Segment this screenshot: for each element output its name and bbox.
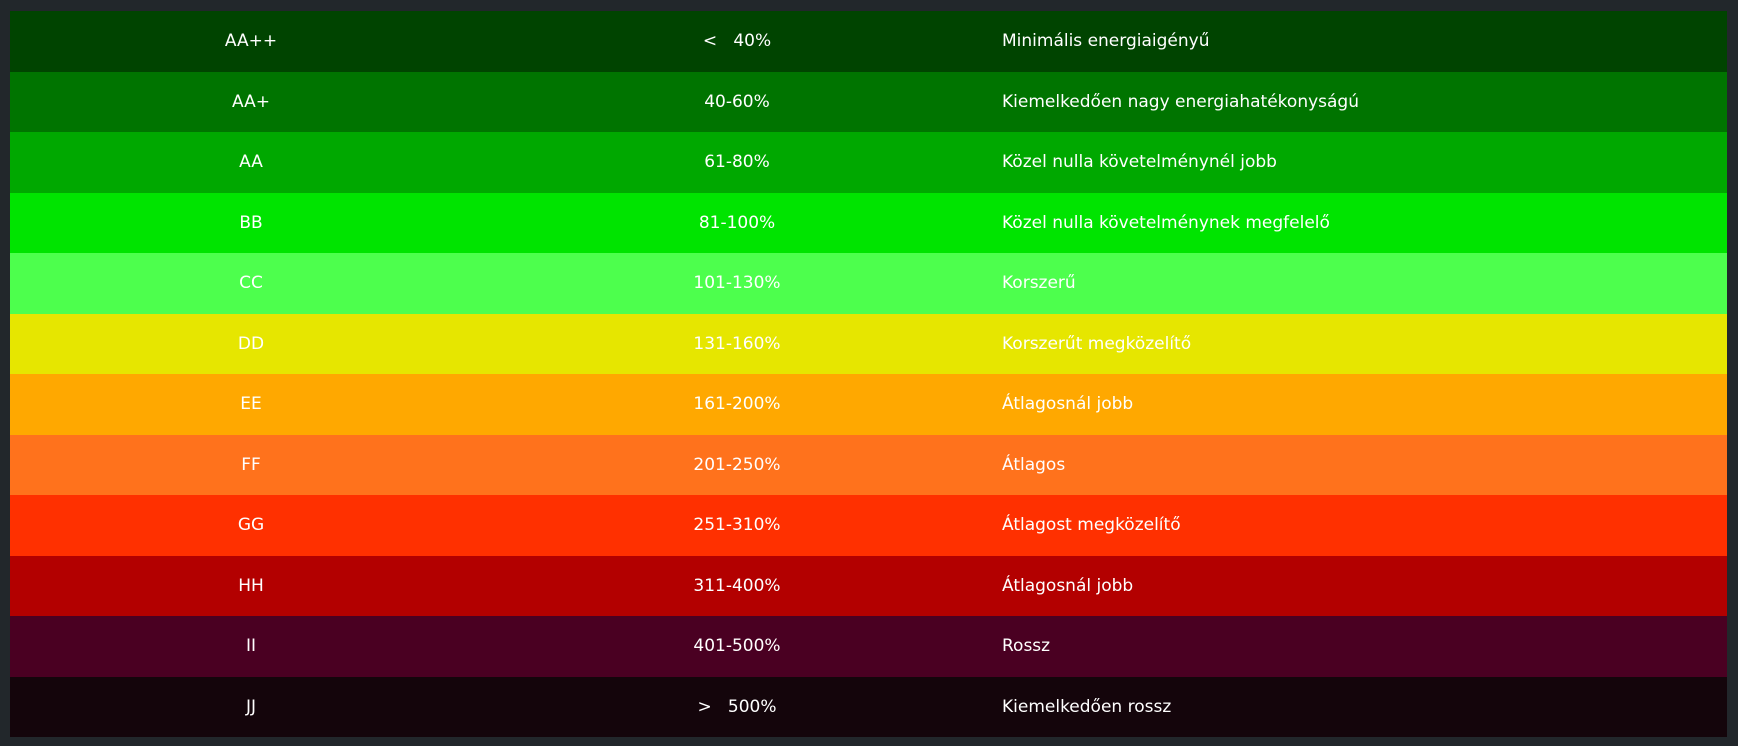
rating-row: DD 131-160% Korszerűt megközelítő [10,313,1727,374]
rating-description: Kiemelkedően rossz [1002,696,1172,717]
rating-description: Rossz [1002,636,1051,657]
rating-description: Minimális energiaigényű [1002,31,1210,52]
rating-description: Átlagost megközelítő [1002,515,1181,536]
rating-range: 40-60% [704,91,770,112]
rating-description: Átlagosnál jobb [1002,394,1134,415]
rating-row: BB 81-100% Közel nulla követelménynek megf… [10,192,1727,253]
rating-description: Kiemelkedően nagy energiahatékonyságú [1002,91,1359,112]
rating-class: HH [238,575,264,596]
rating-table: AA++ < 40% Minimális energiaigényű AA+ 40-60… [10,11,1727,737]
rating-row: CC 101-130% Korszerű [10,253,1727,314]
rating-class: GG [237,515,265,536]
rating-range: 251-310% [693,515,781,536]
rating-class: DD [237,333,265,354]
rating-range: 311-400% [693,575,781,596]
rating-description: Közel nulla követelménynek megfelelő [1002,212,1330,233]
rating-row: GG 251-310% Átlagost megközelítő [10,495,1727,556]
rating-description: Átlagosnál jobb [1002,575,1134,596]
rating-range: < 40% [702,31,772,52]
rating-class: AA [239,152,263,173]
rating-class: JJ [245,696,257,717]
rating-description: Korszerű [1002,273,1076,294]
rating-range: 81-100% [698,212,776,233]
rating-row: AA+ 40-60% Kiemelkedően nagy energiahatéko… [10,71,1727,132]
rating-range: 101-130% [693,273,781,294]
rating-range: 201-250% [693,454,781,475]
rating-row: FF 201-250% Átlagos [10,434,1727,495]
rating-class: BB [239,212,263,233]
rating-row: EE 161-200% Átlagosnál jobb [10,374,1727,435]
rating-class: II [245,636,257,657]
rating-range: 131-160% [693,333,781,354]
rating-range: 61-80% [704,152,770,173]
rating-class: EE [240,394,262,415]
rating-class: AA++ [224,31,278,52]
rating-description: Átlagos [1002,454,1066,475]
rating-row: JJ > 500% Kiemelkedően rossz [10,676,1727,737]
rating-row: AA 61-80% Közel nulla követelménynél jobb [10,132,1727,193]
rating-row: HH 311-400% Átlagosnál jobb [10,555,1727,616]
rating-class: FF [241,454,261,475]
rating-row: AA++ < 40% Minimális energiaigényű [10,11,1727,72]
rating-class: CC [239,273,263,294]
rating-range: 161-200% [693,394,781,415]
rating-class: AA+ [232,91,270,112]
rating-description: Közel nulla követelménynél jobb [1002,152,1277,173]
rating-row: II 401-500% Rossz [10,616,1727,677]
rating-range: 401-500% [693,636,781,657]
rating-range: > 500% [697,696,777,717]
rating-description: Korszerűt megközelítő [1002,333,1192,354]
